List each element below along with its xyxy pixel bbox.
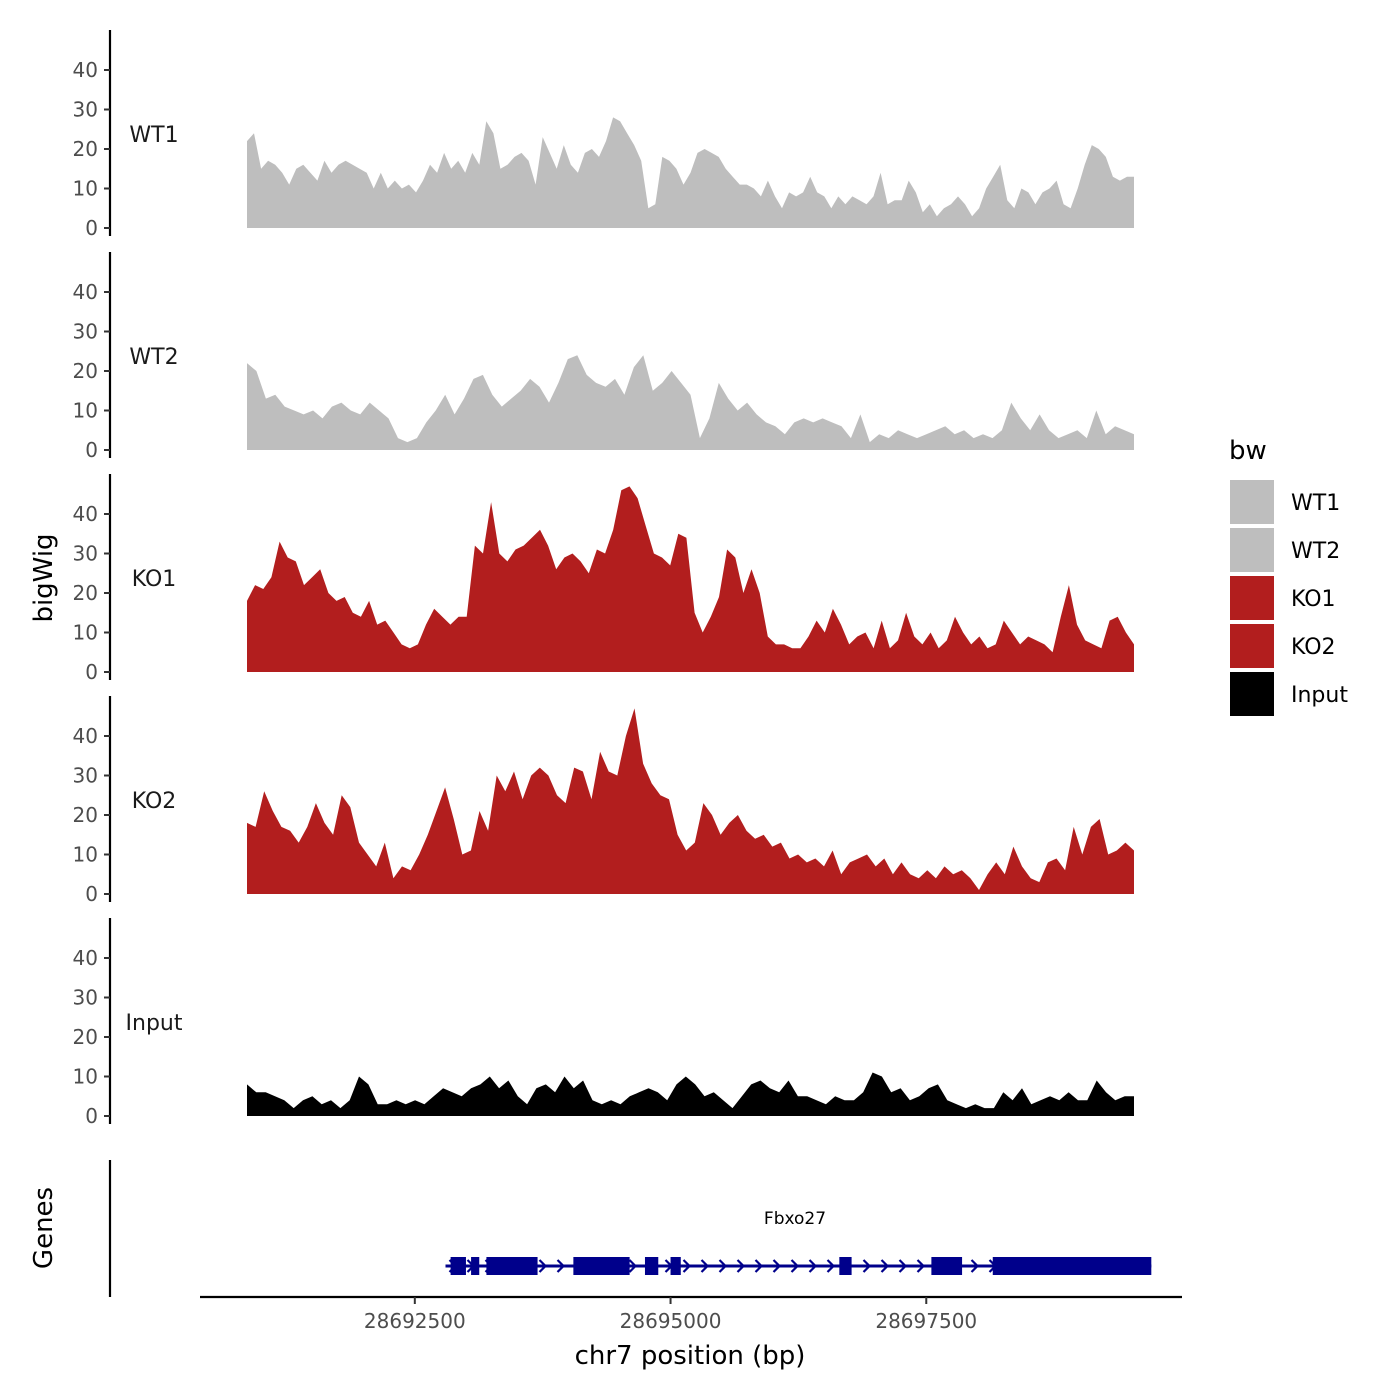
legend-label: KO2 [1291,635,1336,660]
gene-strand-arrow [682,1259,692,1273]
gene-exon [450,1257,466,1275]
legend-title: bw [1229,436,1267,466]
genes-layer: Fbxo27 [108,1160,1152,1297]
track-area-ko2 [247,708,1134,894]
track-area-input [247,1072,1134,1116]
legend-item-ko1: KO1 [1230,576,1336,620]
x-tick-label: 28697500 [875,1309,977,1333]
y-tick-label: 40 [73,946,98,970]
y-tick-label: 10 [73,1065,98,1089]
tracks-layer: 0 10 20 30 40 WT1 0 10 20 30 40 WT2 0 10 20 30 40 KO1 0 10 2… [73,30,1134,1128]
gene-strand-arrow [754,1259,764,1273]
track-ko2: 0 10 20 30 40 KO2 [73,696,1134,906]
gene-strand-arrow [862,1259,872,1273]
y-tick-label: 10 [73,843,98,867]
gene-strand-arrow [970,1259,980,1273]
track-wt2: 0 10 20 30 40 WT2 [73,252,1134,462]
y-tick-label: 30 [73,320,98,344]
track-input: 0 10 20 30 40 Input [73,918,1134,1128]
gene-strand-arrow [880,1259,890,1273]
x-axis-label: chr7 position (bp) [575,1341,806,1371]
legend-label: KO1 [1291,587,1336,612]
y-tick-label: 20 [73,803,98,827]
legend-swatch [1230,480,1274,524]
gene-exon [471,1257,480,1275]
gene-strand-arrow [628,1259,638,1273]
track-label: KO2 [132,789,177,814]
legend-swatch [1230,672,1274,716]
track-label: KO1 [132,567,177,592]
y-tick-label: 10 [73,399,98,423]
gene-exon [573,1257,630,1275]
y-tick-label: 30 [73,98,98,122]
track-area-ko1 [247,486,1134,672]
legend-items: WT1 WT2 KO1 KO2 Input [1230,480,1348,716]
gene-exon [992,1257,1152,1275]
gene-exon [486,1257,538,1275]
track-label: Input [126,1011,183,1036]
legend-item-wt1: WT1 [1230,480,1340,524]
y-tick-label: 0 [85,216,98,240]
y-axis-label: bigWig [29,533,59,622]
track-area-wt1 [247,117,1134,228]
legend-label: WT1 [1291,491,1340,516]
y-tick-label: 20 [73,359,98,383]
gene-strand-arrow [538,1259,548,1273]
track-wt1: 0 10 20 30 40 WT1 [73,30,1134,240]
gene-strand-arrow [700,1259,710,1273]
track-ko1: 0 10 20 30 40 KO1 [73,474,1134,684]
gene-strand-arrow [772,1259,782,1273]
legend-swatch [1230,528,1274,572]
y-tick-label: 20 [73,581,98,605]
legend-item-ko2: KO2 [1230,624,1336,668]
legend-item-input: Input [1230,672,1348,716]
legend-swatch [1230,576,1274,620]
legend-item-wt2: WT2 [1230,528,1340,572]
y-tick-label: 0 [85,1104,98,1128]
y-tick-label: 40 [73,58,98,82]
y-tick-label: 20 [73,137,98,161]
gene-strand-arrow [808,1259,818,1273]
gene-exon [670,1257,681,1275]
y-tick-label: 0 [85,438,98,462]
gene-strand-arrow [916,1259,926,1273]
y-tick-label: 40 [73,502,98,526]
gene-exon [931,1257,963,1275]
gene-strand-arrow [736,1259,746,1273]
legend: bw WT1 WT2 KO1 KO2 Input [1229,436,1348,716]
gene-exon [644,1257,659,1275]
legend-swatch [1230,624,1274,668]
legend-label: Input [1291,683,1348,708]
y-tick-label: 20 [73,1025,98,1049]
y-tick-label: 10 [73,177,98,201]
y-tick-label: 0 [85,660,98,684]
y-tick-label: 10 [73,621,98,645]
gene-strand-arrow [898,1259,908,1273]
gene-strand-arrow [790,1259,800,1273]
y-tick-label: 30 [73,764,98,788]
legend-label: WT2 [1291,539,1340,564]
x-tick-label: 28695000 [620,1309,722,1333]
gene-exon [839,1257,852,1275]
gene-strand-arrow [718,1259,728,1273]
y-tick-label: 40 [73,724,98,748]
x-tick-label: 28692500 [364,1309,466,1333]
gene-strand-arrow [556,1259,566,1273]
y-tick-label: 40 [73,280,98,304]
y-tick-label: 30 [73,542,98,566]
x-axis: 28692500 28695000 28697500 [200,1295,1182,1333]
gene-name-label: Fbxo27 [764,1209,826,1229]
track-label: WT2 [129,345,178,370]
genes-axis-label: Genes [29,1187,59,1269]
y-tick-label: 30 [73,986,98,1010]
gene-strand-arrow [826,1259,836,1273]
track-area-wt2 [247,355,1134,450]
track-label: WT1 [129,123,178,148]
y-tick-label: 0 [85,882,98,906]
